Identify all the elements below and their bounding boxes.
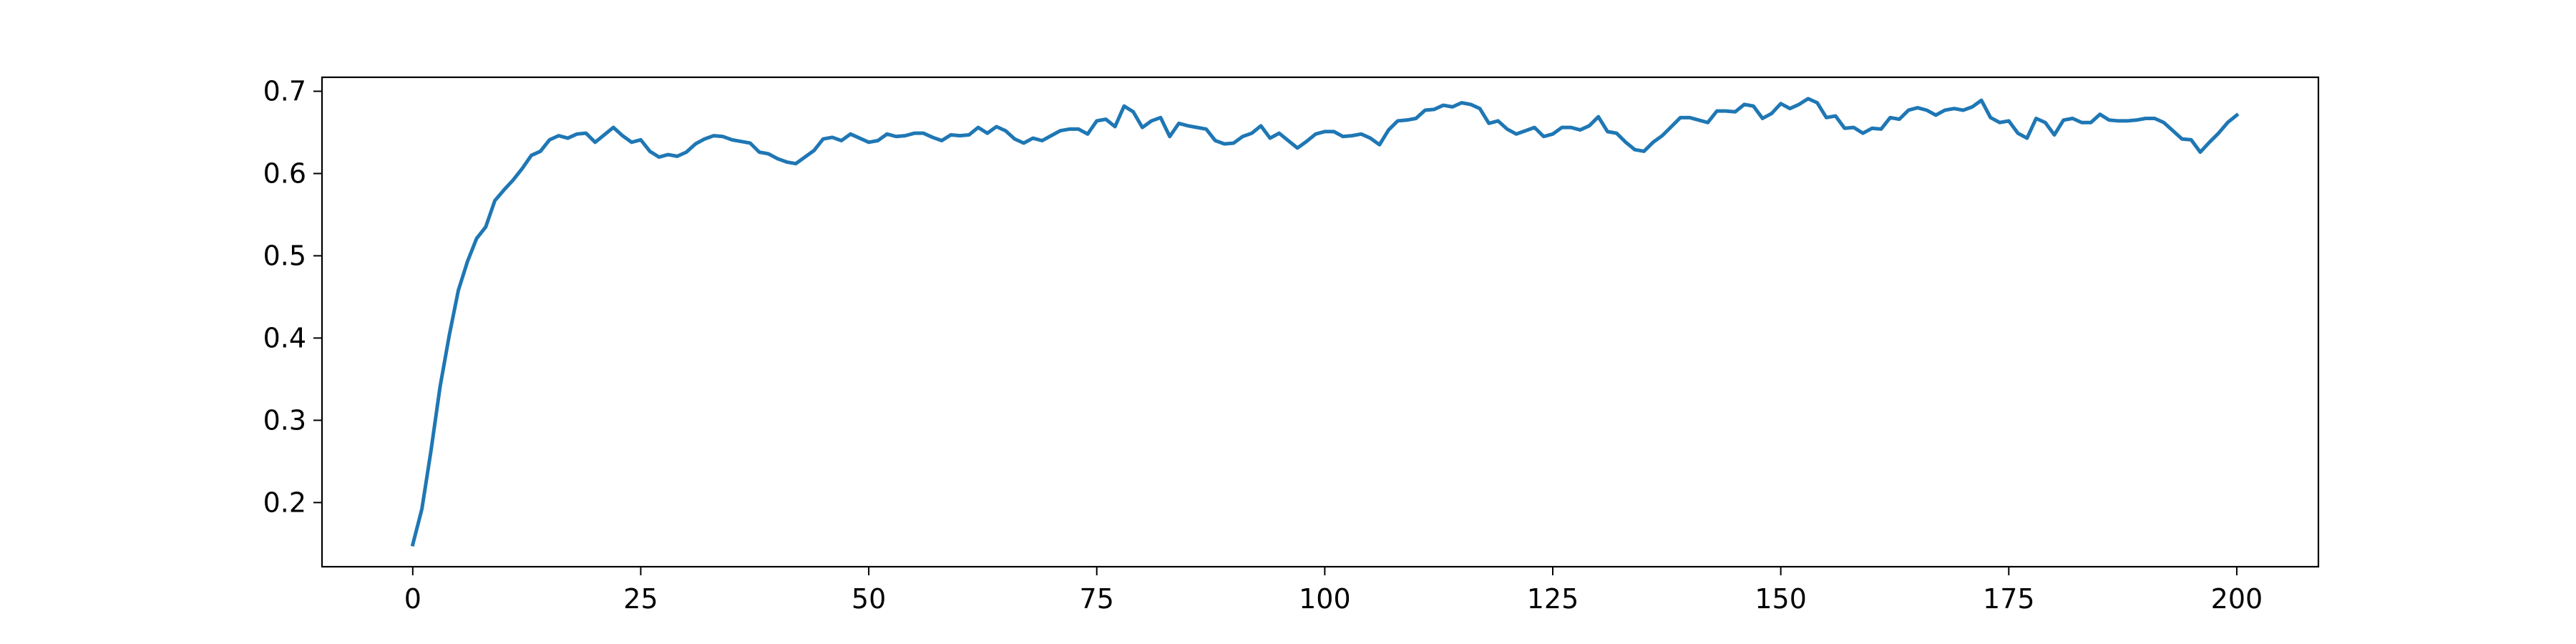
series-layer (410, 97, 2240, 547)
y-tick-label: 0.3 (263, 404, 306, 436)
y-axis: 0.2 0.3 0.4 0.5 0.6 0.7 (263, 76, 322, 518)
y-tick-label: 0.5 (263, 240, 306, 271)
plot-area (321, 76, 2320, 568)
x-tick-label: 50 (852, 583, 886, 615)
x-tick-label: 200 (2211, 583, 2263, 615)
y-tick-label: 0.6 (263, 158, 306, 190)
x-tick-label: 0 (404, 583, 421, 615)
x-tick-label: 175 (1983, 583, 2035, 615)
y-tick-label: 0.4 (263, 322, 306, 353)
x-axis: 0 25 50 75 100 125 150 175 200 (404, 567, 2263, 615)
x-tick-label: 125 (1527, 583, 1579, 615)
y-tick-label: 0.7 (263, 76, 306, 107)
y-tick-label: 0.2 (263, 487, 306, 518)
x-tick-label: 75 (1080, 583, 1114, 615)
plot-frame (321, 76, 2320, 568)
x-tick-label: 150 (1755, 583, 1807, 615)
series-line-1 (410, 97, 2240, 547)
x-tick-label: 25 (623, 583, 658, 615)
x-tick-label: 100 (1299, 583, 1351, 615)
